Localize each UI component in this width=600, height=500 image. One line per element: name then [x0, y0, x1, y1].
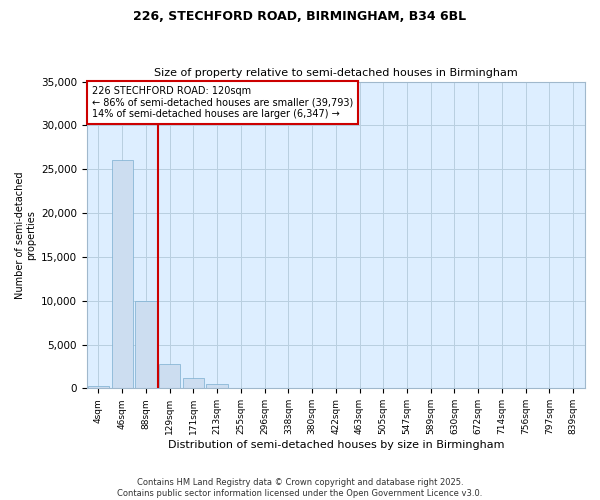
Text: 226, STECHFORD ROAD, BIRMINGHAM, B34 6BL: 226, STECHFORD ROAD, BIRMINGHAM, B34 6BL — [133, 10, 467, 23]
Text: 226 STECHFORD ROAD: 120sqm
← 86% of semi-detached houses are smaller (39,793)
14: 226 STECHFORD ROAD: 120sqm ← 86% of semi… — [92, 86, 353, 120]
Bar — [183, 378, 204, 388]
Title: Size of property relative to semi-detached houses in Birmingham: Size of property relative to semi-detach… — [154, 68, 518, 78]
Bar — [159, 364, 181, 388]
Text: Contains HM Land Registry data © Crown copyright and database right 2025.
Contai: Contains HM Land Registry data © Crown c… — [118, 478, 482, 498]
X-axis label: Distribution of semi-detached houses by size in Birmingham: Distribution of semi-detached houses by … — [167, 440, 504, 450]
Bar — [206, 384, 228, 388]
Bar — [112, 160, 133, 388]
Bar — [88, 386, 109, 388]
Bar — [135, 300, 157, 388]
Y-axis label: Number of semi-detached
properties: Number of semi-detached properties — [15, 171, 37, 298]
